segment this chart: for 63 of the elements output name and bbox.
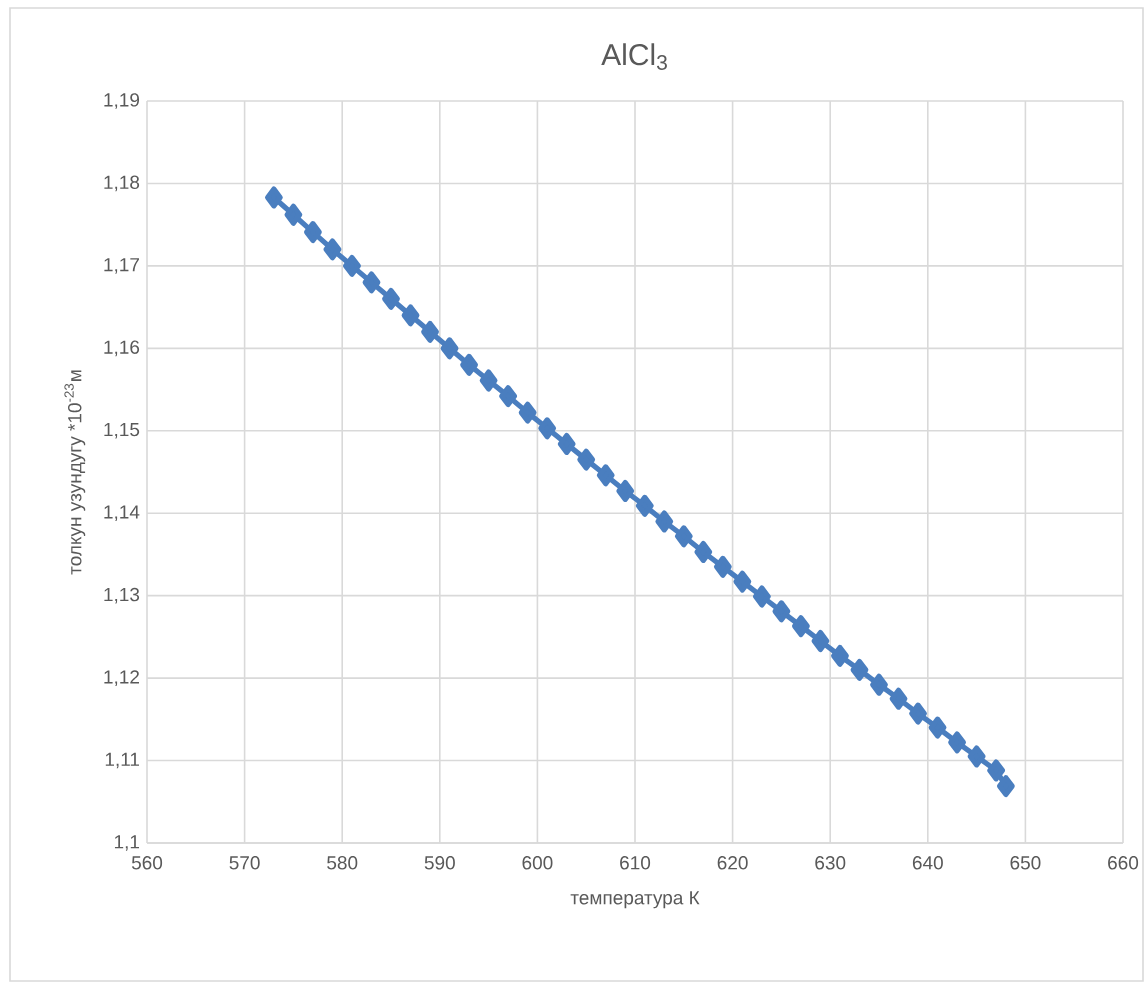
- x-tick-label: 580: [327, 856, 358, 870]
- point: [460, 353, 478, 376]
- point: [948, 731, 966, 754]
- y-tick-label: 1,19: [104, 93, 140, 109]
- x-axis-title: температура К: [570, 891, 700, 909]
- y-tick-label: 1,12: [104, 670, 139, 686]
- point: [440, 337, 459, 360]
- point: [694, 540, 713, 563]
- chart-title: AlCl$_{3}$: [601, 43, 667, 70]
- y-tick-label: 1,13: [104, 587, 140, 604]
- point: [557, 432, 576, 455]
- point: [752, 585, 771, 608]
- y-tick-label: 1,16: [104, 340, 140, 357]
- y-axis-title: толкун узундугу *10$^{-23}$м: [64, 370, 86, 575]
- point: [362, 271, 381, 294]
- point: [889, 687, 908, 710]
- point: [284, 203, 303, 226]
- x-tick-label: 660: [1108, 856, 1139, 870]
- y-tick-label: 1,11: [105, 752, 139, 769]
- point: [655, 510, 674, 533]
- point: [304, 221, 322, 244]
- x-tick-label: 630: [815, 856, 846, 870]
- point: [479, 369, 498, 392]
- y-tick-label: 1,14: [104, 505, 140, 521]
- x-tick-label: 560: [131, 856, 163, 870]
- point: [831, 644, 849, 667]
- point: [674, 525, 693, 548]
- point: [967, 745, 986, 768]
- point: [343, 254, 361, 277]
- point: [538, 417, 557, 440]
- point: [596, 464, 615, 487]
- y-tick-label: 1,15: [104, 423, 140, 439]
- y-tick-label: 1,1: [114, 835, 139, 851]
- point: [635, 494, 654, 517]
- point: [733, 570, 752, 593]
- point: [909, 702, 927, 725]
- point: [616, 479, 635, 502]
- x-tick-label: 610: [620, 856, 651, 870]
- point: [421, 320, 439, 343]
- point: [850, 658, 869, 681]
- point: [323, 238, 342, 261]
- point: [870, 673, 888, 696]
- x-tick-label: 570: [229, 856, 260, 870]
- point: [772, 600, 791, 623]
- point: [713, 555, 732, 578]
- point: [577, 448, 596, 471]
- x-tick-label: 650: [1010, 856, 1041, 870]
- point: [264, 186, 283, 209]
- point: [792, 615, 810, 638]
- point: [996, 775, 1015, 798]
- y-tick-label: 1,17: [104, 258, 139, 274]
- x-tick-label: 640: [912, 856, 943, 870]
- point: [499, 385, 518, 408]
- point: [518, 401, 537, 424]
- x-tick-label: 600: [522, 856, 553, 870]
- x-tick-label: 590: [424, 856, 455, 870]
- x-tick-label: 620: [717, 856, 748, 870]
- point: [928, 716, 947, 739]
- point: [401, 304, 420, 327]
- point: [382, 287, 400, 310]
- y-tick-label: 1,18: [104, 175, 140, 192]
- point: [987, 759, 1006, 782]
- point: [811, 630, 830, 652]
